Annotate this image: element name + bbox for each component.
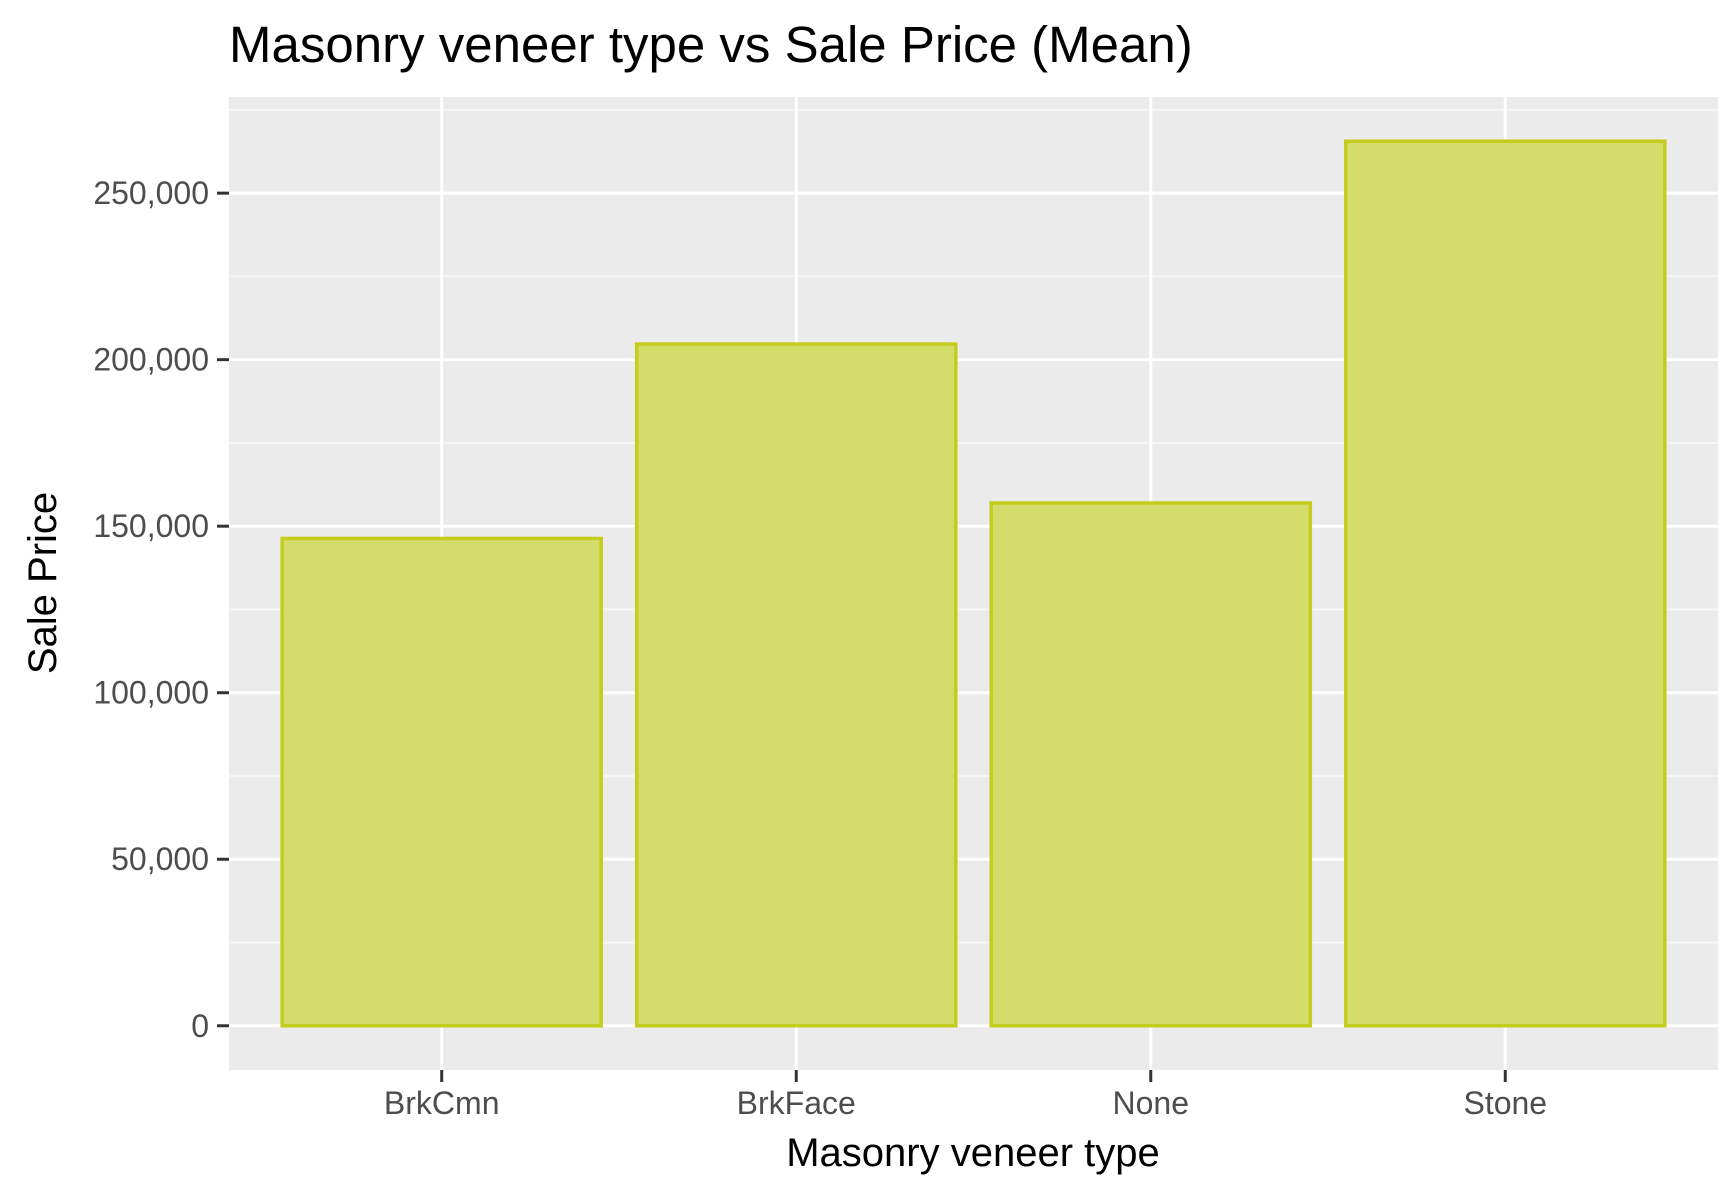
chart-title: Masonry veneer type vs Sale Price (Mean)	[229, 16, 1193, 73]
bar-brkface	[634, 342, 958, 1028]
y-tick-label: 50,000	[111, 841, 209, 877]
y-axis: 0 50,000 100,000 150,000 200,000 250,000	[93, 175, 229, 1044]
x-tick-label: Stone	[1463, 1085, 1547, 1121]
y-tick-label: 150,000	[93, 508, 209, 544]
bars	[280, 139, 1667, 1028]
y-tick-label: 200,000	[93, 342, 209, 378]
bar-brkcmn	[280, 536, 603, 1028]
x-tick-label: BrkFace	[737, 1085, 856, 1121]
y-tick-label: 0	[191, 1008, 209, 1044]
y-axis-title: Sale Price	[21, 492, 65, 674]
x-axis: BrkCmn BrkFace None Stone	[384, 1070, 1547, 1121]
y-tick-label: 100,000	[93, 675, 209, 711]
bar-none	[989, 501, 1313, 1028]
bar-stone	[1344, 139, 1667, 1028]
x-tick-label: BrkCmn	[384, 1085, 500, 1121]
x-tick-label: None	[1113, 1085, 1190, 1121]
y-tick-label: 250,000	[93, 175, 209, 211]
x-axis-title: Masonry veneer type	[786, 1131, 1160, 1175]
